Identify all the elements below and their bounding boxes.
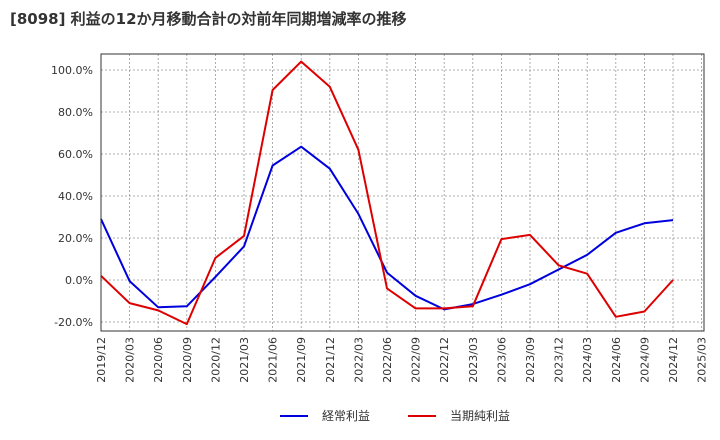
plot-frame bbox=[100, 53, 705, 332]
x-tick-label: 2020/09 bbox=[181, 337, 194, 383]
y-tick-label: 0.0% bbox=[65, 274, 93, 287]
x-tick-label: 2020/06 bbox=[152, 337, 165, 383]
x-tick-label: 2022/03 bbox=[352, 337, 365, 383]
x-tick-label: 2024/09 bbox=[638, 337, 651, 383]
x-tick-label: 2021/03 bbox=[238, 337, 251, 383]
x-tick-label: 2024/03 bbox=[581, 337, 594, 383]
x-tick-label: 2023/06 bbox=[495, 337, 508, 383]
legend-label-2: 当期純利益 bbox=[450, 409, 510, 423]
grid-lines bbox=[101, 54, 704, 331]
legend: 経常利益 当期純利益 bbox=[280, 409, 510, 423]
x-tick-label: 2021/09 bbox=[295, 337, 308, 383]
x-tick-label: 2023/09 bbox=[524, 337, 537, 383]
x-axis-ticks: 2019/12 2020/03 2020/06 2020/09 2020/12 2021/… bbox=[95, 337, 709, 383]
y-tick-label: -20.0% bbox=[54, 316, 93, 329]
x-tick-label: 2020/12 bbox=[209, 337, 222, 383]
series-line-2 bbox=[100, 60, 674, 326]
series-line-1 bbox=[100, 145, 674, 311]
y-tick-label: 80.0% bbox=[58, 106, 93, 119]
x-tick-label: 2019/12 bbox=[95, 337, 108, 383]
y-tick-label: 20.0% bbox=[58, 232, 93, 245]
y-axis-ticks: -20.0% 0.0% 20.0% 40.0% 60.0% 80.0% 100.0% bbox=[51, 64, 93, 329]
x-tick-label: 2021/12 bbox=[324, 337, 337, 383]
series-lines bbox=[100, 60, 674, 326]
x-tick-label: 2020/03 bbox=[124, 337, 137, 383]
y-tick-label: 100.0% bbox=[51, 64, 93, 77]
chart-title: [8098] 利益の12か月移動合計の対前年同期増減率の推移 bbox=[10, 10, 407, 28]
x-tick-label: 2022/06 bbox=[381, 337, 394, 383]
x-tick-label: 2023/03 bbox=[467, 337, 480, 383]
y-tick-label: 60.0% bbox=[58, 148, 93, 161]
x-tick-label: 2023/12 bbox=[553, 337, 566, 383]
legend-label-1: 経常利益 bbox=[322, 409, 370, 423]
x-tick-label: 2021/06 bbox=[267, 337, 280, 383]
y-tick-label: 40.0% bbox=[58, 190, 93, 203]
x-tick-label: 2022/09 bbox=[410, 337, 423, 383]
x-tick-label: 2024/06 bbox=[610, 337, 623, 383]
x-tick-label: 2022/12 bbox=[438, 337, 451, 383]
x-tick-label: 2025/03 bbox=[696, 337, 709, 383]
x-tick-label: 2024/12 bbox=[667, 337, 680, 383]
